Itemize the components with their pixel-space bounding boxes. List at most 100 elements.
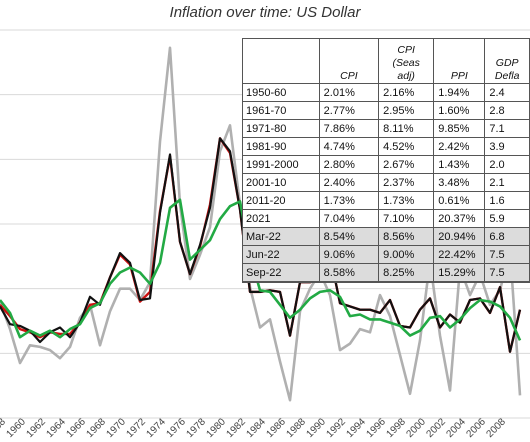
table-cell: 2.4 xyxy=(484,83,529,102)
header-cpi-seas-adj: CPI (Seas adj) xyxy=(378,39,434,84)
header-ppi: PPI xyxy=(433,39,485,84)
header-cpi: CPI xyxy=(318,39,379,84)
table-row: 2021 7.04% 7.10% 20.37% 5.9 xyxy=(243,209,529,228)
table-cell: 2.37% xyxy=(378,173,434,192)
table-cell: 6.8 xyxy=(484,227,529,246)
table-cell: 15.29% xyxy=(433,263,485,282)
table-cell: 8.11% xyxy=(378,119,434,138)
series-line-gdp-deflator xyxy=(0,198,522,341)
x-tick-label: 1972 xyxy=(124,416,148,440)
table-cell: 5.9 xyxy=(484,209,529,228)
series-lines xyxy=(0,46,522,402)
table-cell: 8.25% xyxy=(378,263,434,282)
table-cell: 20.94% xyxy=(433,227,485,246)
table-cell: 9.85% xyxy=(433,119,485,138)
row-period-label: 2021 xyxy=(243,209,320,228)
table-cell: 7.04% xyxy=(318,209,379,228)
x-tick-label: 1974 xyxy=(144,416,168,440)
table-row: Sep-22 8.58% 8.25% 15.29% 7.5 xyxy=(243,263,529,282)
x-tick-label: 1982 xyxy=(224,416,248,440)
row-period-label: 1991-2000 xyxy=(243,155,320,174)
x-tick-label: 1992 xyxy=(324,416,348,440)
header-gdp-deflator: GDP Defla xyxy=(484,39,529,84)
row-period-label: 2011-20 xyxy=(243,191,320,210)
x-tick-label: 1990 xyxy=(304,416,328,440)
table-cell: 1.6 xyxy=(484,191,529,210)
table-cell: 2.80% xyxy=(318,155,379,174)
x-tick-label: 1970 xyxy=(104,416,128,440)
x-tick-label: 2006 xyxy=(464,416,488,440)
table-cell: 8.54% xyxy=(318,227,379,246)
table-cell: 20.37% xyxy=(433,209,485,228)
x-tick-label: 1966 xyxy=(64,416,88,440)
table-cell: 1.73% xyxy=(378,191,434,210)
table-cell: 4.52% xyxy=(378,137,434,156)
chart-title: Inflation over time: US Dollar xyxy=(169,4,361,21)
table-cell: 3.9 xyxy=(484,137,529,156)
x-tick-label: 1960 xyxy=(4,416,28,440)
table-cell: 7.5 xyxy=(484,263,529,282)
x-tick-label: 2008 xyxy=(484,416,508,440)
table-row: 1961-70 2.77% 2.95% 1.60% 2.8 xyxy=(243,101,529,120)
table-cell: 2.16% xyxy=(378,83,434,102)
x-tick-label: 1958 xyxy=(0,416,8,440)
row-period-label: Sep-22 xyxy=(243,263,320,282)
table-cell: 7.10% xyxy=(378,209,434,228)
table-cell: 22.42% xyxy=(433,245,485,264)
x-tick-label: 1962 xyxy=(24,416,48,440)
x-tick-label: 2002 xyxy=(424,416,448,440)
table-cell: 7.86% xyxy=(318,119,379,138)
x-tick-label: 1988 xyxy=(284,416,308,440)
row-period-label: 1950-60 xyxy=(243,83,320,102)
row-period-label: Mar-22 xyxy=(243,227,320,246)
table-cell: 7.1 xyxy=(484,119,529,138)
table-cell: 2.01% xyxy=(318,83,379,102)
table-cell: 2.77% xyxy=(318,101,379,120)
summary-table: CPI CPI (Seas adj) PPI GDP Defla 1950-60… xyxy=(243,39,529,282)
table-cell: 2.0 xyxy=(484,155,529,174)
x-axis-ticks: 1958196019621964196619681970197219741976… xyxy=(0,416,508,440)
table-row: 2001-10 2.40% 2.37% 3.48% 2.1 xyxy=(243,173,529,192)
table-cell: 2.42% xyxy=(433,137,485,156)
row-period-label: Jun-22 xyxy=(243,245,320,264)
x-tick-label: 1994 xyxy=(344,416,368,440)
table-cell: 4.74% xyxy=(318,137,379,156)
table-cell: 2.8 xyxy=(484,101,529,120)
table-cell: 1.94% xyxy=(433,83,485,102)
table-cell: 7.5 xyxy=(484,245,529,264)
series-line-cpi xyxy=(0,137,522,353)
x-tick-label: 1986 xyxy=(264,416,288,440)
table-cell: 1.43% xyxy=(433,155,485,174)
table-cell: 8.56% xyxy=(378,227,434,246)
table-cell: 2.67% xyxy=(378,155,434,174)
row-period-label: 2001-10 xyxy=(243,173,320,192)
x-tick-label: 2000 xyxy=(404,416,428,440)
table-row: 1950-60 2.01% 2.16% 1.94% 2.4 xyxy=(243,83,529,102)
x-tick-label: 1998 xyxy=(384,416,408,440)
x-tick-label: 1976 xyxy=(164,416,188,440)
x-tick-label: 1964 xyxy=(44,416,68,440)
table-header-row: CPI CPI (Seas adj) PPI GDP Defla xyxy=(243,39,529,84)
table-cell: 8.58% xyxy=(318,263,379,282)
table-row: Jun-22 9.06% 9.00% 22.42% 7.5 xyxy=(243,245,529,264)
table-cell: 2.1 xyxy=(484,173,529,192)
table-row: 2011-20 1.73% 1.73% 0.61% 1.6 xyxy=(243,191,529,210)
table-cell: 2.95% xyxy=(378,101,434,120)
table-cell: 9.06% xyxy=(318,245,379,264)
x-tick-label: 1968 xyxy=(84,416,108,440)
row-period-label: 1961-70 xyxy=(243,101,320,120)
row-period-label: 1971-80 xyxy=(243,119,320,138)
table-cell: 1.73% xyxy=(318,191,379,210)
table-cell: 1.60% xyxy=(433,101,485,120)
table-body: 1950-60 2.01% 2.16% 1.94% 2.4 1961-70 2.77% 2.9… xyxy=(243,83,529,282)
table-row: 1971-80 7.86% 8.11% 9.85% 7.1 xyxy=(243,119,529,138)
table-cell: 2.40% xyxy=(318,173,379,192)
x-tick-label: 1980 xyxy=(204,416,228,440)
x-tick-label: 2004 xyxy=(444,416,468,440)
x-tick-label: 1996 xyxy=(364,416,388,440)
table-cell: 3.48% xyxy=(433,173,485,192)
table-cell: 0.61% xyxy=(433,191,485,210)
row-period-label: 1981-90 xyxy=(243,137,320,156)
table-row: 1981-90 4.74% 4.52% 2.42% 3.9 xyxy=(243,137,529,156)
